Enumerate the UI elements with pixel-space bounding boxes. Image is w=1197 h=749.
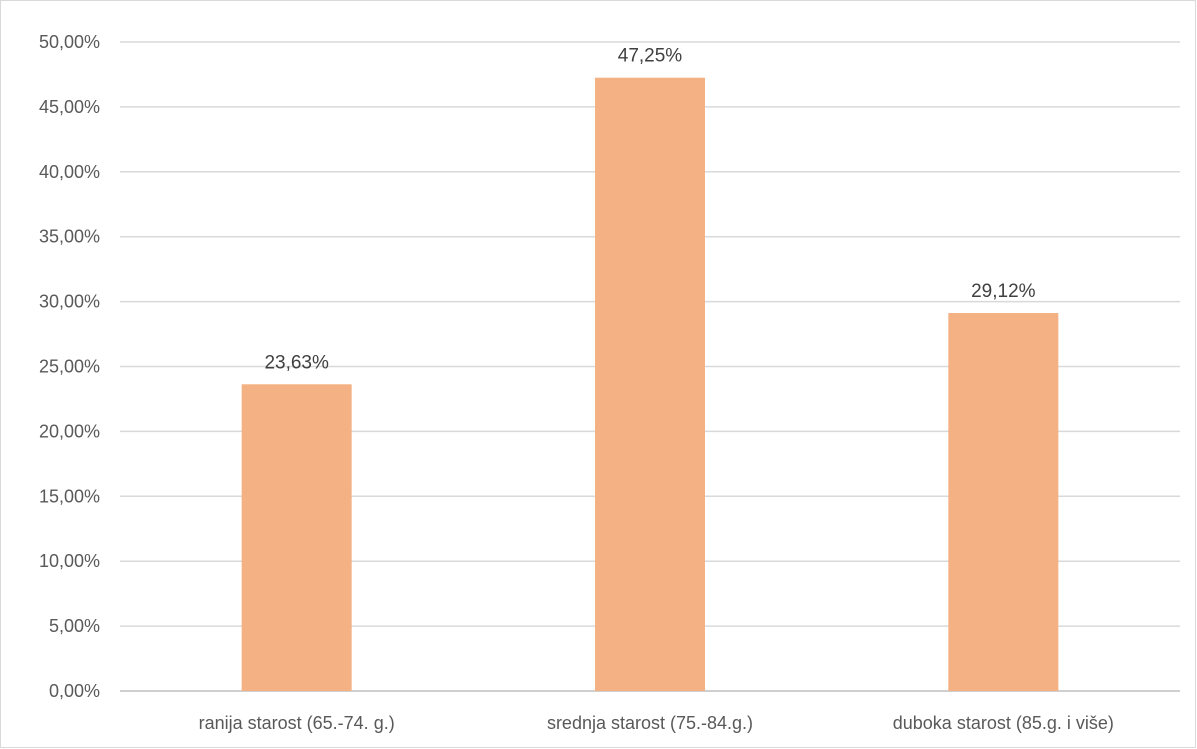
y-tick-label: 40,00% xyxy=(39,162,100,182)
y-tick-label: 45,00% xyxy=(39,97,100,117)
y-tick-label: 25,00% xyxy=(39,357,100,377)
y-tick-label: 50,00% xyxy=(39,32,100,52)
y-tick-label: 5,00% xyxy=(49,616,100,636)
y-tick-label: 15,00% xyxy=(39,486,100,506)
data-labels: 23,63% 47,25% 29,12% xyxy=(264,46,1035,374)
bar xyxy=(241,384,352,691)
y-tick-label: 30,00% xyxy=(39,292,100,312)
y-tick-label: 35,00% xyxy=(39,227,100,247)
y-axis-tick-labels: 0,00% 5,00% 10,00% 15,00% 20,00% 25,00% 30,00%… xyxy=(39,32,100,701)
data-label: 23,63% xyxy=(264,352,329,373)
bar xyxy=(948,313,1059,691)
bars xyxy=(241,77,1059,691)
bar xyxy=(595,77,705,691)
y-tick-label: 20,00% xyxy=(39,421,100,441)
x-tick-label: ranija starost (65.-74. g.) xyxy=(199,713,395,733)
x-axis-tick-labels: ranija starost (65.-74. g.) srednja staro… xyxy=(199,713,1114,733)
x-tick-label: srednja starost (75.-84.g.) xyxy=(547,713,753,733)
y-tick-label: 0,00% xyxy=(49,681,100,701)
y-tick-label: 10,00% xyxy=(39,551,100,571)
data-label: 29,12% xyxy=(971,281,1036,302)
x-tick-label: duboka starost (85.g. i više) xyxy=(893,713,1114,733)
data-label: 47,25% xyxy=(618,46,683,67)
